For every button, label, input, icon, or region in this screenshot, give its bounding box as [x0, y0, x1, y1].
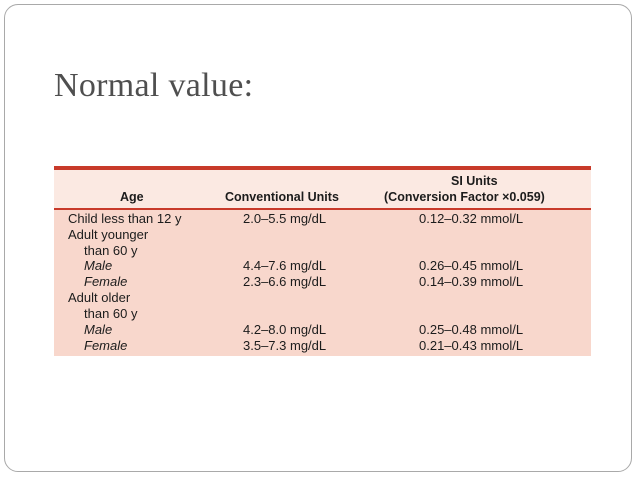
header-conventional-units: Conventional Units: [225, 190, 339, 204]
slide-frame: Normal value: Age Conventional Units SI …: [4, 4, 632, 472]
cell-age: Female: [84, 274, 128, 289]
table-row: Adult younger: [54, 227, 591, 243]
cell-age: than 60 y: [84, 306, 138, 321]
cell-age: Adult younger: [68, 227, 149, 242]
slide-title: Normal value:: [54, 67, 254, 104]
table-row: than 60 y: [54, 243, 591, 259]
cell-conventional: 4.4–7.6 mg/dL: [243, 258, 327, 273]
cell-conventional: 4.2–8.0 mg/dL: [243, 322, 327, 337]
table-header-rule: [54, 208, 591, 210]
cell-age: Male: [84, 322, 113, 337]
cell-conventional: 2.3–6.6 mg/dL: [243, 274, 327, 289]
cell-si: 0.14–0.39 mmol/L: [419, 274, 524, 289]
table-row: than 60 y: [54, 306, 591, 322]
header-si-units: SI Units: [451, 174, 498, 188]
cell-age: Child less than 12 y: [68, 211, 182, 226]
cell-age: Female: [84, 338, 128, 353]
cell-si: 0.25–0.48 mmol/L: [419, 322, 524, 337]
table-row: Male 4.4–7.6 mg/dL 0.26–0.45 mmol/L: [54, 258, 591, 274]
cell-si: 0.12–0.32 mmol/L: [419, 211, 524, 226]
normal-values-table: Age Conventional Units SI Units (Convers…: [54, 166, 591, 356]
cell-conventional: 2.0–5.5 mg/dL: [243, 211, 327, 226]
cell-si: 0.21–0.43 mmol/L: [419, 338, 524, 353]
header-age: Age: [120, 190, 144, 204]
table-row: Female 3.5–7.3 mg/dL 0.21–0.43 mmol/L: [54, 338, 591, 354]
table-row: Child less than 12 y 2.0–5.5 mg/dL 0.12–…: [54, 211, 591, 227]
table-row: Female 2.3–6.6 mg/dL 0.14–0.39 mmol/L: [54, 274, 591, 290]
table-top-rule: [54, 166, 591, 170]
table-row: Adult older: [54, 290, 591, 306]
cell-age: Adult older: [68, 290, 131, 305]
cell-conventional: 3.5–7.3 mg/dL: [243, 338, 327, 353]
cell-age: Male: [84, 258, 113, 273]
cell-si: 0.26–0.45 mmol/L: [419, 258, 524, 273]
cell-age: than 60 y: [84, 243, 138, 258]
header-conversion-factor: (Conversion Factor ×0.059): [384, 190, 545, 204]
table-row: Male 4.2–8.0 mg/dL 0.25–0.48 mmol/L: [54, 322, 591, 338]
table-header: Age Conventional Units SI Units (Convers…: [54, 170, 591, 208]
